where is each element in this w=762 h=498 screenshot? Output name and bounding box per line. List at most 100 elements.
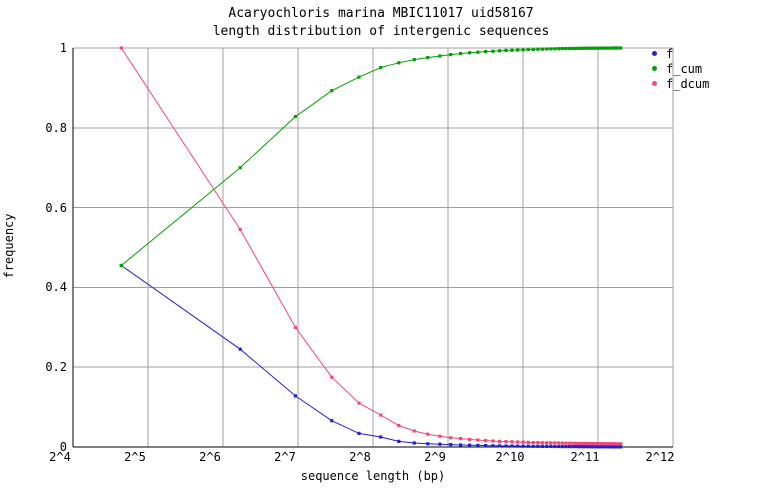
series-marker-f_dcum	[293, 325, 297, 329]
series-marker-f_dcum	[540, 441, 544, 445]
series-marker-f	[293, 394, 297, 398]
series-marker-f_cum	[357, 75, 361, 79]
legend-label-f-dcum: f_dcum	[666, 76, 710, 91]
series-marker-f_dcum	[536, 441, 540, 445]
series-marker-f_dcum	[491, 439, 495, 443]
series-marker-f_dcum	[498, 439, 502, 443]
series-marker-f	[412, 441, 416, 445]
series-marker-f_cum	[498, 49, 502, 53]
series-marker-f_cum	[459, 52, 463, 56]
series-marker-f	[597, 445, 601, 449]
series-marker-f	[577, 445, 581, 449]
series-marker-f_dcum	[238, 227, 242, 232]
series-marker-f_dcum	[605, 442, 609, 446]
series-marker-f_cum	[571, 46, 575, 50]
series-marker-f_dcum	[560, 441, 565, 445]
series-marker-f_dcum	[510, 440, 514, 444]
series-marker-f_cum	[568, 46, 572, 51]
y-tick-label: 0.4	[45, 280, 67, 295]
series-marker-f	[526, 444, 530, 448]
series-marker-f	[397, 439, 401, 443]
series-marker-f_dcum	[580, 441, 585, 445]
series-marker-f_cum	[557, 47, 561, 51]
series-marker-f_cum	[397, 61, 401, 65]
series-marker-f	[580, 445, 585, 449]
series-line-f_cum	[120, 47, 621, 266]
series-marker-f_dcum	[589, 441, 593, 446]
y-tick-label: 1	[59, 41, 67, 55]
series-marker-f_dcum	[504, 440, 508, 444]
series-marker-f_cum	[592, 46, 596, 50]
series-marker-f_cum	[549, 47, 553, 51]
series-marker-f_dcum	[564, 441, 568, 445]
series-marker-f	[238, 347, 242, 351]
series-marker-f_cum	[293, 115, 297, 119]
series-marker-f_dcum	[459, 437, 463, 441]
series-marker-f	[614, 445, 618, 449]
x-tick-label: 2^8	[349, 450, 371, 464]
legend-entry-f: f	[652, 46, 709, 61]
series-marker-f_dcum	[476, 438, 480, 442]
x-axis-label: sequence length (bp)	[300, 469, 446, 483]
series-marker-f_cum	[600, 46, 604, 50]
series-marker-f	[536, 444, 540, 448]
series-marker-f_cum	[610, 46, 614, 50]
series-marker-f	[553, 444, 557, 449]
series-marker-f	[586, 445, 591, 449]
series-marker-f	[531, 444, 535, 448]
series-marker-f	[616, 445, 621, 449]
legend-marker-f-cum-icon	[652, 66, 657, 71]
series-marker-f_dcum	[595, 442, 599, 446]
legend-entry-f-cum: f_cum	[652, 61, 709, 76]
series-marker-f_cum	[564, 46, 568, 51]
series-marker-f	[592, 445, 596, 449]
series-marker-f_cum	[607, 46, 611, 50]
legend-label-f-cum: f_cum	[666, 61, 703, 76]
series-marker-f	[498, 444, 502, 448]
series-marker-f_dcum	[557, 441, 561, 445]
series-marker-f_cum	[491, 49, 495, 53]
series-marker-f	[491, 444, 495, 448]
series-marker-f_dcum	[545, 441, 549, 445]
series-marker-f	[330, 419, 334, 423]
legend-marker-f-dcum-icon	[652, 81, 657, 86]
series-marker-f_cum	[330, 89, 334, 93]
series-marker-f_cum	[484, 50, 488, 54]
series-marker-f_cum	[540, 47, 544, 51]
y-tick-label: 0	[59, 440, 67, 454]
series-marker-f_cum	[577, 46, 581, 50]
series-marker-f_dcum	[516, 440, 520, 444]
x-tick-label: 2^6	[199, 450, 221, 464]
series-marker-f	[459, 443, 463, 447]
y-tick-label: 0.2	[45, 360, 67, 375]
series-marker-f_cum	[379, 66, 383, 70]
series-marker-f_dcum	[412, 429, 416, 433]
series-marker-f_cum	[476, 50, 480, 54]
series-marker-f_cum	[597, 46, 601, 50]
series-marker-f_cum	[438, 54, 442, 58]
series-marker-f	[619, 445, 623, 449]
series-marker-f_cum	[516, 48, 520, 52]
series-marker-f_dcum	[397, 423, 401, 428]
series-marker-f_dcum	[583, 441, 588, 445]
y-tick-label: 0.6	[45, 200, 67, 215]
series-marker-f_cum	[586, 46, 591, 50]
legend-label-f: f	[666, 46, 674, 61]
series-marker-f_cum	[619, 46, 623, 50]
series-marker-f_cum	[412, 58, 416, 62]
series-marker-f_cum	[468, 51, 472, 55]
x-tick-label: 2^12	[645, 450, 675, 464]
series-marker-f	[449, 443, 453, 447]
series-marker-f_dcum	[379, 413, 383, 417]
y-tick-label: 0.8	[45, 120, 67, 135]
y-axis-label: frequency	[2, 213, 16, 279]
series-marker-f_dcum	[571, 441, 575, 445]
series-marker-f	[379, 435, 383, 439]
series-marker-f_dcum	[602, 442, 607, 446]
series-marker-f	[583, 445, 588, 449]
series-marker-f_dcum	[549, 441, 553, 445]
chart-title-line2: length distribution of intergenic sequen…	[212, 24, 550, 39]
series-line-f	[121, 265, 621, 448]
